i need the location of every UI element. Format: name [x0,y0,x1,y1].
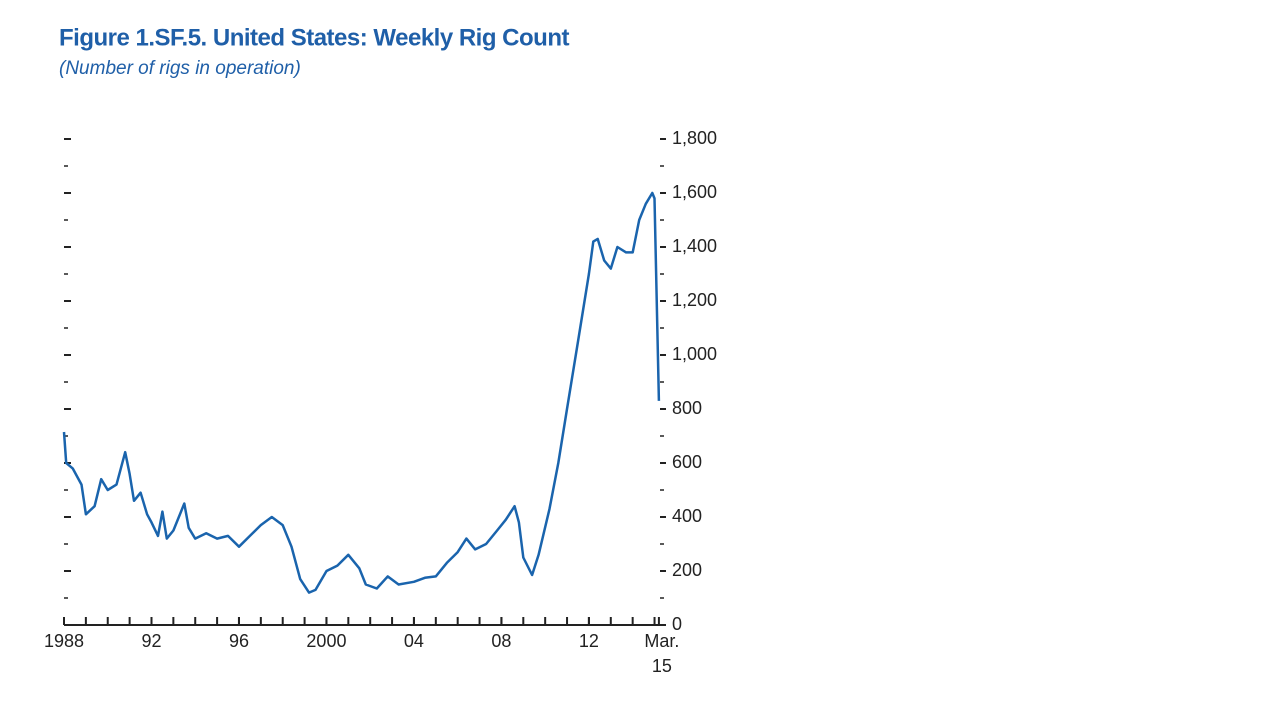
x-tick-label: 12 [579,631,599,651]
y-tick-label: 1,000 [672,344,717,364]
x-tick-label: 92 [141,631,161,651]
x-tick-label: 96 [229,631,249,651]
x-tick-label: 2000 [306,631,346,651]
x-tick-label: 04 [404,631,424,651]
y-tick-label: 400 [672,506,702,526]
y-tick-label: 0 [672,614,682,634]
y-tick-label: 800 [672,398,702,418]
x-tick-label: Mar. 15 [644,631,679,676]
y-tick-label: 1,200 [672,290,717,310]
data-line [62,191,661,594]
x-tick-label: 1988 [44,631,84,651]
x-tick-label: 08 [491,631,511,651]
chart-subtitle: (Number of rigs in operation) [59,58,301,79]
chart-title: Figure 1.SF.5. United States: Weekly Rig… [59,24,569,51]
y-tick-label: 1,600 [672,182,717,202]
y-tick-label: 1,400 [672,236,717,256]
y-tick-label: 1,800 [672,128,717,148]
y-tick-label: 200 [672,560,702,580]
y-tick-label: 600 [672,452,702,472]
